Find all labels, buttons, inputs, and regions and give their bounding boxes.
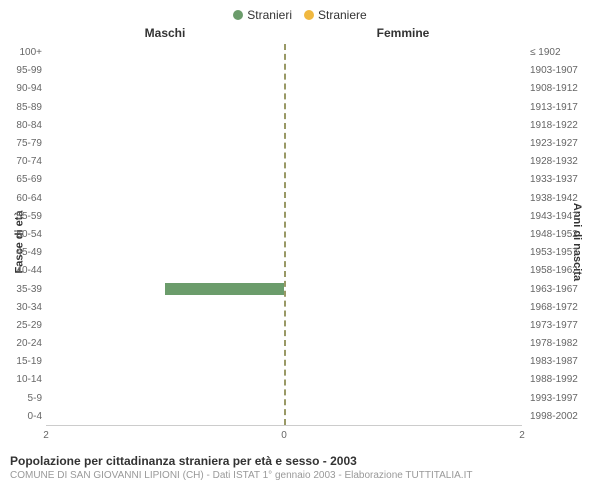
chart-container: Maschi Femmine Fasce di età Anni di nasc… — [0, 26, 600, 446]
birth-tick: 1988-1992 — [526, 371, 600, 389]
bar-row — [46, 316, 522, 334]
birth-tick: 1933-1937 — [526, 171, 600, 189]
birth-tick: 1978-1982 — [526, 335, 600, 353]
age-tick: 20-24 — [0, 335, 42, 353]
bar-row — [46, 171, 522, 189]
bar-row — [46, 44, 522, 62]
age-tick: 25-29 — [0, 317, 42, 335]
birth-tick: 1938-1942 — [526, 190, 600, 208]
age-tick: 15-19 — [0, 353, 42, 371]
bar-row — [46, 62, 522, 80]
age-tick: 75-79 — [0, 135, 42, 153]
bar-row — [46, 280, 522, 298]
x-axis-ticks: 2 0 2 — [46, 428, 522, 446]
birth-tick: 1998-2002 — [526, 408, 600, 426]
age-tick: 30-34 — [0, 299, 42, 317]
birth-tick: 1913-1917 — [526, 99, 600, 117]
col-header-female: Femmine — [284, 26, 522, 40]
age-tick: 55-59 — [0, 208, 42, 226]
bar-row — [46, 225, 522, 243]
bar-row — [46, 117, 522, 135]
left-axis-ticks: 100+95-9990-9485-8980-8475-7970-7465-696… — [0, 44, 42, 426]
x-tick: 2 — [43, 430, 49, 441]
bar-row — [46, 407, 522, 425]
bar-row — [46, 244, 522, 262]
age-tick: 95-99 — [0, 62, 42, 80]
birth-tick: 1993-1997 — [526, 390, 600, 408]
birth-tick: 1908-1912 — [526, 80, 600, 98]
bar-row — [46, 389, 522, 407]
birth-tick: 1923-1927 — [526, 135, 600, 153]
age-tick: 50-54 — [0, 226, 42, 244]
birth-tick: 1903-1907 — [526, 62, 600, 80]
bar-row — [46, 135, 522, 153]
right-axis-ticks: ≤ 19021903-19071908-19121913-19171918-19… — [526, 44, 600, 426]
birth-tick: 1943-1947 — [526, 208, 600, 226]
bar-row — [46, 371, 522, 389]
birth-tick: 1958-1962 — [526, 262, 600, 280]
bar-row — [46, 189, 522, 207]
bar-row — [46, 298, 522, 316]
chart-subtitle: COMUNE DI SAN GIOVANNI LIPIONI (CH) - Da… — [10, 470, 590, 481]
birth-tick: 1918-1922 — [526, 117, 600, 135]
birth-tick: 1948-1952 — [526, 226, 600, 244]
column-headers: Maschi Femmine — [46, 26, 522, 40]
bar-row — [46, 262, 522, 280]
birth-tick: 1953-1957 — [526, 244, 600, 262]
legend-label-female: Straniere — [318, 8, 367, 22]
age-tick: 0-4 — [0, 408, 42, 426]
col-header-male: Maschi — [46, 26, 284, 40]
age-tick: 70-74 — [0, 153, 42, 171]
age-tick: 5-9 — [0, 390, 42, 408]
bar-row — [46, 207, 522, 225]
plot-area — [46, 44, 522, 426]
chart-title: Popolazione per cittadinanza straniera p… — [10, 454, 590, 468]
legend-dot-male-icon — [233, 10, 243, 20]
bars-area — [46, 44, 522, 425]
birth-tick: 1983-1987 — [526, 353, 600, 371]
bar-row — [46, 153, 522, 171]
chart-footer: Popolazione per cittadinanza straniera p… — [0, 446, 600, 481]
age-tick: 80-84 — [0, 117, 42, 135]
legend-item-female: Straniere — [304, 8, 367, 22]
bar-row — [46, 334, 522, 352]
birth-tick: 1963-1967 — [526, 280, 600, 298]
age-tick: 65-69 — [0, 171, 42, 189]
legend-item-male: Stranieri — [233, 8, 292, 22]
x-tick: 2 — [519, 430, 525, 441]
age-tick: 10-14 — [0, 371, 42, 389]
age-tick: 100+ — [0, 44, 42, 62]
chart-legend: Stranieri Straniere — [0, 0, 600, 26]
bar-row — [46, 80, 522, 98]
legend-dot-female-icon — [304, 10, 314, 20]
age-tick: 35-39 — [0, 280, 42, 298]
birth-tick: ≤ 1902 — [526, 44, 600, 62]
birth-tick: 1928-1932 — [526, 153, 600, 171]
bar-row — [46, 352, 522, 370]
birth-tick: 1968-1972 — [526, 299, 600, 317]
bar-row — [46, 98, 522, 116]
birth-tick: 1973-1977 — [526, 317, 600, 335]
bar-male — [165, 283, 284, 296]
x-tick: 0 — [281, 430, 287, 441]
age-tick: 40-44 — [0, 262, 42, 280]
age-tick: 90-94 — [0, 80, 42, 98]
age-tick: 45-49 — [0, 244, 42, 262]
age-tick: 60-64 — [0, 190, 42, 208]
legend-label-male: Stranieri — [247, 8, 292, 22]
age-tick: 85-89 — [0, 99, 42, 117]
